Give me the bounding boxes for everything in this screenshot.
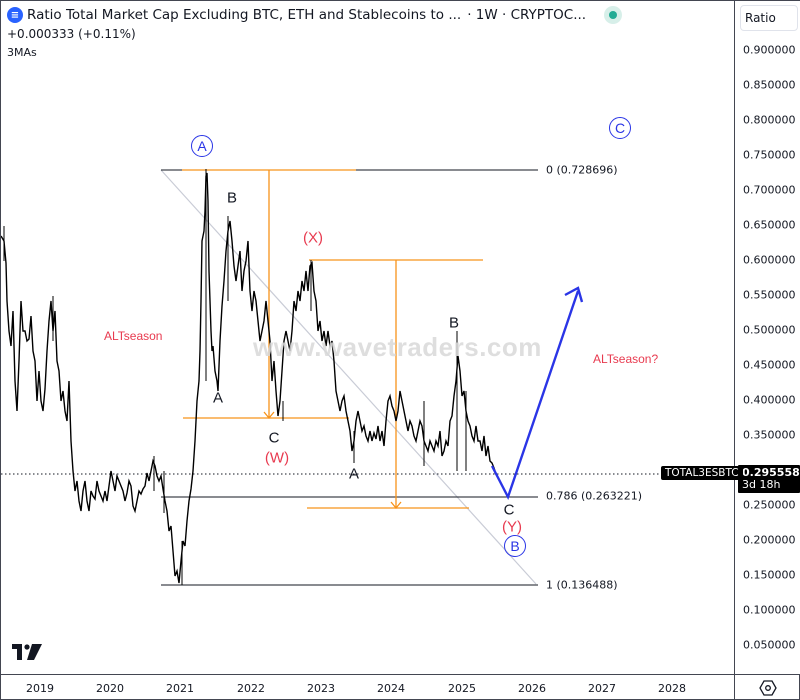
trendline	[160, 169, 537, 585]
x-tick: 2025	[448, 682, 476, 695]
tradingview-logo[interactable]	[12, 644, 42, 664]
time-axis[interactable]: 2019 2020 2021 2022 2023 2024 2025 2026 …	[1, 674, 734, 700]
fib-level-1: 1 (0.136488)	[546, 578, 618, 592]
chart-plot-area[interactable]: www.wavetraders.com	[1, 1, 743, 674]
altseason-label: ALTseason	[104, 329, 163, 343]
y-tick: 0.500000	[743, 323, 796, 337]
symbol-title[interactable]: Ratio Total Market Cap Excluding BTC, ET…	[27, 7, 462, 23]
y-tick: 0.700000	[743, 183, 796, 197]
y-tick: 0.850000	[743, 78, 796, 92]
price-axis[interactable]: Ratio 0.900000 0.850000 0.800000 0.75000…	[734, 1, 800, 674]
scale-mode-button[interactable]: Ratio	[740, 5, 798, 31]
y-tick: 0.350000	[743, 428, 796, 442]
x-tick: 2027	[588, 682, 616, 695]
indicator-legend[interactable]: 3MAs	[7, 46, 37, 59]
x-tick: 2024	[377, 682, 405, 695]
gear-hex-icon	[759, 680, 777, 696]
wave-label-a1: A	[212, 389, 224, 407]
interval-exchange[interactable]: · 1W · CRYPTOC...	[467, 7, 587, 23]
chart-legend: ≡ Ratio Total Market Cap Excluding BTC, …	[7, 6, 623, 59]
chart-settings-button[interactable]	[734, 674, 800, 700]
y-tick: 0.600000	[743, 253, 796, 267]
x-tick: 2023	[307, 682, 335, 695]
coin-logo-icon: ≡	[7, 7, 23, 23]
price-series	[1, 172, 497, 584]
chart-canvas	[1, 169, 734, 586]
market-status-icon[interactable]	[604, 6, 623, 24]
wave-label-c2: C	[503, 501, 515, 519]
fib-level-0786: 0.786 (0.263221)	[546, 489, 643, 503]
wave-label-X: (X)	[303, 229, 323, 247]
price-change: +0.000333 (+0.11%)	[7, 27, 136, 41]
y-tick: 0.450000	[743, 358, 796, 372]
last-price-value: 0.295558	[742, 466, 800, 479]
y-tick: 0.550000	[743, 288, 796, 302]
wave-label-A-circled: A	[191, 135, 213, 157]
wave-label-b2: B	[448, 314, 460, 332]
watermark: www.wavetraders.com	[253, 332, 542, 362]
last-price-label: 0.295558 3d 18h	[738, 465, 800, 493]
x-tick: 2021	[166, 682, 194, 695]
x-tick: 2026	[518, 682, 546, 695]
wave-label-c1: C	[268, 429, 280, 447]
symbol-price-tag: TOTAL3ESBTC	[661, 466, 743, 480]
y-tick: 0.800000	[743, 113, 796, 127]
wave-label-b1: B	[226, 189, 238, 207]
bar-countdown: 3d 18h	[742, 478, 781, 491]
y-tick: 0.100000	[743, 603, 796, 617]
y-tick: 0.150000	[743, 568, 796, 582]
y-tick: 0.050000	[743, 638, 796, 652]
x-tick: 2019	[26, 682, 54, 695]
x-tick: 2028	[658, 682, 686, 695]
x-tick: 2020	[96, 682, 124, 695]
y-tick: 0.750000	[743, 148, 796, 162]
y-tick: 0.650000	[743, 218, 796, 232]
altseason-question-label: ALTseason?	[593, 352, 659, 366]
wave-label-W: (W)	[264, 449, 290, 467]
wave-label-a2: A	[348, 465, 360, 483]
y-tick: 0.900000	[743, 43, 796, 57]
y-tick: 0.200000	[743, 533, 796, 547]
wave-label-C-circled: C	[609, 117, 631, 139]
x-tick: 2022	[237, 682, 265, 695]
wave-label-Y: (Y)	[502, 518, 522, 536]
y-tick: 0.400000	[743, 393, 796, 407]
fib-level-0: 0 (0.728696)	[546, 163, 618, 177]
y-tick: 0.250000	[743, 498, 796, 512]
wave-label-B-circled: B	[504, 535, 526, 557]
